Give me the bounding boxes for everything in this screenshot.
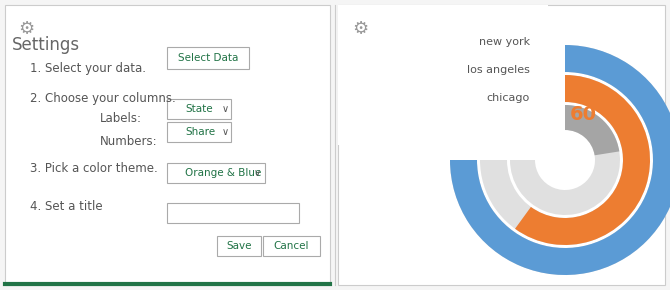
Text: ⚙: ⚙ xyxy=(352,20,368,38)
Text: State: State xyxy=(185,104,212,114)
Text: Select Data: Select Data xyxy=(178,53,239,63)
Text: 3. Pick a color theme.: 3. Pick a color theme. xyxy=(30,162,157,175)
FancyBboxPatch shape xyxy=(217,236,261,256)
Text: new york: new york xyxy=(479,37,530,47)
Text: 1. Select your data.: 1. Select your data. xyxy=(30,62,146,75)
Text: Numbers:: Numbers: xyxy=(100,135,157,148)
Text: Orange & Blue: Orange & Blue xyxy=(185,168,261,178)
Text: ∨: ∨ xyxy=(254,168,261,178)
Wedge shape xyxy=(515,75,650,245)
Wedge shape xyxy=(450,45,670,275)
Text: ∨: ∨ xyxy=(222,104,229,114)
FancyBboxPatch shape xyxy=(167,122,231,142)
FancyBboxPatch shape xyxy=(263,236,320,256)
Text: 2. Choose your columns.: 2. Choose your columns. xyxy=(30,92,176,105)
Wedge shape xyxy=(480,75,650,245)
FancyBboxPatch shape xyxy=(338,5,665,285)
Text: 60: 60 xyxy=(570,106,596,124)
Text: Settings: Settings xyxy=(12,36,80,54)
FancyBboxPatch shape xyxy=(338,5,548,145)
Text: Cancel: Cancel xyxy=(273,241,309,251)
FancyBboxPatch shape xyxy=(167,203,299,223)
FancyBboxPatch shape xyxy=(167,99,231,119)
Wedge shape xyxy=(450,45,670,275)
Text: ⚙: ⚙ xyxy=(18,20,34,38)
Text: Share: Share xyxy=(185,127,215,137)
FancyBboxPatch shape xyxy=(5,5,330,285)
Wedge shape xyxy=(565,105,619,155)
Text: 4. Set a title: 4. Set a title xyxy=(30,200,103,213)
Text: Save: Save xyxy=(226,241,252,251)
FancyBboxPatch shape xyxy=(167,47,249,69)
Text: chicago: chicago xyxy=(486,93,530,103)
Text: los angeles: los angeles xyxy=(467,65,530,75)
Text: ∨: ∨ xyxy=(222,127,229,137)
FancyBboxPatch shape xyxy=(167,163,265,183)
Wedge shape xyxy=(510,105,620,215)
Text: Labels:: Labels: xyxy=(100,112,142,125)
